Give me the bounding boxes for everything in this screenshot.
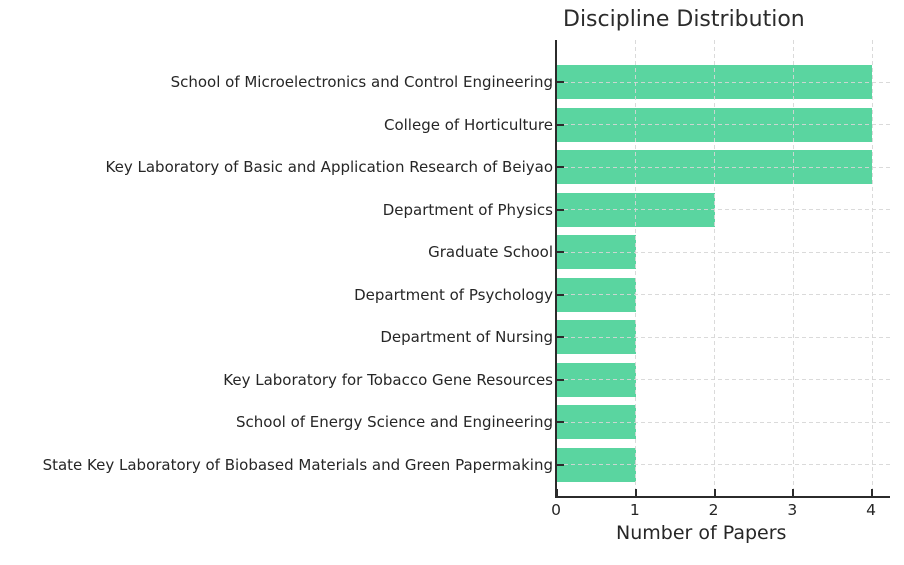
x-axis-label: Number of Papers — [616, 522, 787, 544]
y-axis-tick-mark — [557, 293, 564, 296]
category-label: Department of Physics — [382, 200, 553, 219]
x-axis-tick-label: 0 — [551, 501, 561, 519]
category-label: Key Laboratory for Tobacco Gene Resource… — [223, 370, 553, 389]
horizontal-gridline — [557, 81, 890, 83]
category-label: College of Horticulture — [383, 115, 553, 134]
chart-title: Discipline Distribution — [563, 7, 805, 32]
x-axis-tick-label: 3 — [787, 501, 798, 519]
vertical-gridline — [714, 40, 715, 496]
vertical-gridline — [871, 40, 873, 496]
horizontal-gridline — [557, 379, 890, 380]
x-axis-tick-mark — [792, 489, 795, 496]
category-label: School of Microelectronics and Control E… — [170, 73, 553, 91]
x-axis-tick-mark — [556, 489, 558, 496]
x-axis-tick-mark — [634, 489, 637, 496]
x-axis-tick-label: 2 — [708, 501, 719, 519]
vertical-gridline — [792, 40, 794, 496]
y-axis-tick-mark — [557, 463, 564, 466]
x-axis-tick-label: 1 — [629, 501, 640, 519]
horizontal-gridline — [557, 294, 890, 295]
category-label: Department of Nursing — [380, 328, 553, 346]
category-label: Key Laboratory of Basic and Application … — [105, 158, 553, 176]
vertical-gridline — [635, 40, 637, 496]
horizontal-gridline — [557, 209, 890, 210]
y-axis-tick-mark — [557, 81, 564, 83]
horizontal-gridline — [557, 336, 890, 338]
horizontal-gridline — [557, 421, 890, 423]
y-axis-tick-mark — [557, 378, 564, 381]
y-axis-tick-mark — [557, 251, 564, 253]
horizontal-gridline — [557, 251, 890, 253]
x-axis-tick-label: 4 — [866, 501, 876, 519]
category-label: State Key Laboratory of Biobased Materia… — [42, 455, 553, 474]
horizontal-gridline — [557, 464, 890, 465]
category-label: Department of Psychology — [354, 285, 553, 304]
category-label: School of Energy Science and Engineering — [236, 413, 553, 431]
y-axis-tick-mark — [557, 336, 564, 338]
category-label: Graduate School — [428, 243, 553, 261]
x-axis-tick-mark — [871, 489, 873, 496]
plot-area — [555, 40, 890, 498]
x-axis-tick-mark — [713, 489, 716, 496]
y-axis-tick-mark — [557, 208, 564, 211]
horizontal-gridline — [557, 166, 890, 168]
y-axis-tick-mark — [557, 166, 564, 168]
horizontal-gridline — [557, 124, 890, 125]
y-axis-tick-mark — [557, 123, 564, 126]
y-axis-tick-mark — [557, 421, 564, 423]
